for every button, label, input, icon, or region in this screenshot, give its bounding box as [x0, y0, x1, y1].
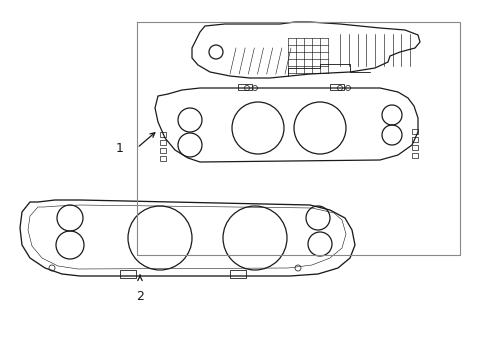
Bar	[229, 270, 245, 278]
Bar	[160, 156, 165, 161]
Bar	[329, 84, 343, 90]
Bar	[160, 148, 165, 153]
Bar	[411, 153, 417, 158]
Bar	[160, 132, 165, 137]
Bar	[411, 129, 417, 134]
Bar	[411, 137, 417, 142]
Bar	[411, 145, 417, 150]
Bar	[160, 140, 165, 145]
Text: 2: 2	[136, 290, 143, 303]
Bar	[120, 270, 136, 278]
Bar	[238, 84, 251, 90]
Text: 1: 1	[116, 141, 124, 154]
